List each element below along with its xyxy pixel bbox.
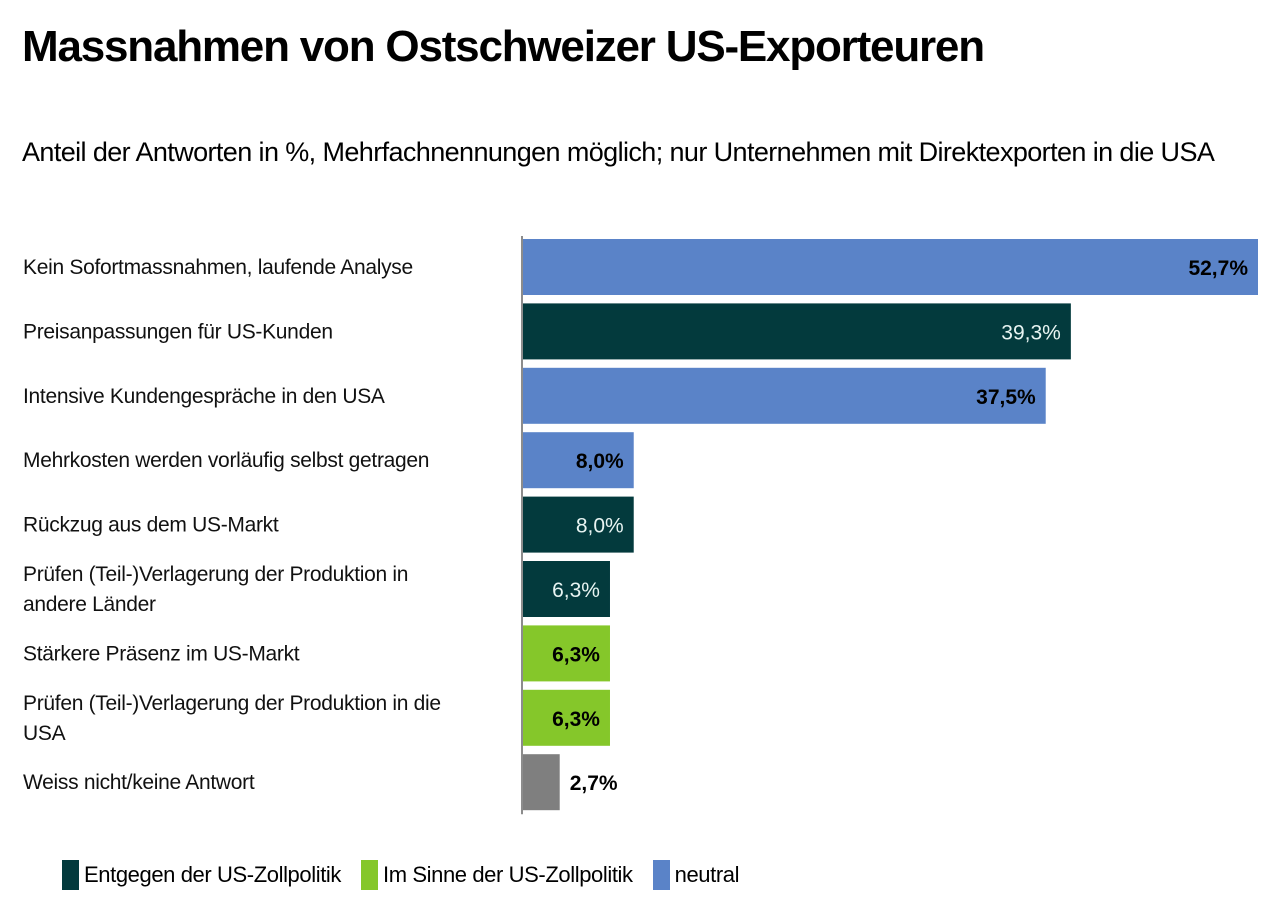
chart-subtitle: Anteil der Antworten in %, Mehrfachnennu… xyxy=(22,137,1215,167)
category-label-4: Rückzug aus dem US-Markt xyxy=(23,514,279,537)
category-label-2: Intensive Kundengespräche in den USA xyxy=(23,385,385,408)
bar-6 xyxy=(522,625,610,682)
bar-7 xyxy=(522,689,610,746)
category-label-0: Kein Sofortmassnahmen, laufende Analyse xyxy=(23,256,413,279)
bar-8 xyxy=(522,754,560,811)
bar-4 xyxy=(522,496,634,553)
value-label-0: 52,7% xyxy=(1188,257,1248,280)
value-label-5: 6,3% xyxy=(552,579,600,602)
legend-swatch-against xyxy=(62,860,79,890)
category-label-7: Prüfen (Teil-)Verlagerung der Produktion… xyxy=(23,692,441,745)
category-label-5: Prüfen (Teil-)Verlagerung der Produktion… xyxy=(23,563,408,616)
chart-title: Massnahmen von Ostschweizer US-Exporteur… xyxy=(22,22,985,71)
legend-item-neutral: neutral xyxy=(652,860,740,890)
value-label-3: 8,0% xyxy=(576,450,624,473)
value-label-8: 2,7% xyxy=(570,772,618,795)
legend-swatch-neutral xyxy=(652,860,670,890)
value-label-1: 39,3% xyxy=(1001,321,1061,344)
category-label-3: Mehrkosten werden vorläufig selbst getra… xyxy=(23,449,429,472)
legend-label-neutral: neutral xyxy=(674,862,740,887)
legend-swatch-inline xyxy=(361,860,379,890)
value-label-6: 6,3% xyxy=(552,643,600,666)
legend-item-inline: Im Sinne der US-Zollpolitik xyxy=(361,860,633,890)
legend-label-against: Entgegen der US-Zollpolitik xyxy=(84,862,342,887)
bar-5 xyxy=(522,561,610,617)
legend: Entgegen der US-Zollpolitik Im Sinne der… xyxy=(62,860,759,890)
legend-item-against: Entgegen der US-Zollpolitik xyxy=(62,860,341,890)
bar-3 xyxy=(522,432,634,489)
category-label-6: Stärkere Präsenz im US-Markt xyxy=(23,642,300,665)
legend-label-inline: Im Sinne der US-Zollpolitik xyxy=(383,862,633,887)
bar-2 xyxy=(522,367,1046,424)
value-label-7: 6,3% xyxy=(552,708,600,731)
category-label-1: Preisanpassungen für US-Kunden xyxy=(23,320,333,343)
bar-chart: Kein Sofortmassnahmen, laufende Analyse 5… xyxy=(23,236,1258,815)
category-label-8: Weiss nicht/keine Antwort xyxy=(23,771,255,794)
value-label-4: 8,0% xyxy=(576,515,624,538)
bar-0 xyxy=(522,239,1258,295)
bar-1 xyxy=(522,303,1071,360)
value-label-2: 37,5% xyxy=(976,386,1036,409)
